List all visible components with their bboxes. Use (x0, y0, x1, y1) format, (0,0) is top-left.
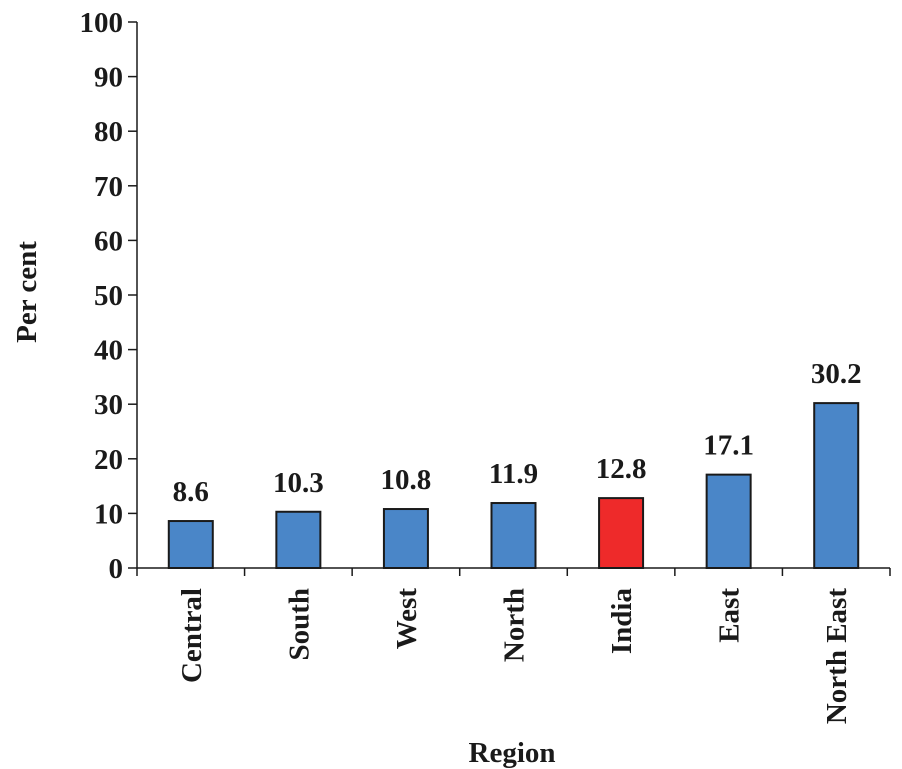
x-tick-label: East (714, 588, 746, 643)
x-tick-label: South (283, 588, 315, 661)
bar-india (598, 497, 645, 569)
bar-east (705, 473, 752, 569)
y-tick-label: 100 (80, 7, 124, 39)
y-tick-label: 20 (94, 444, 123, 476)
x-tick-label: North East (821, 588, 853, 724)
data-label: 11.9 (489, 458, 538, 490)
bar-central (167, 520, 214, 570)
y-axis: 0 10 20 30 40 50 60 70 80 90 100 (80, 7, 138, 585)
y-tick-label: 30 (94, 389, 123, 421)
y-axis-title: Per cent (11, 241, 43, 343)
y-tick-label: 90 (94, 62, 123, 94)
y-tick-label: 40 (94, 335, 123, 367)
y-tick-label: 80 (94, 116, 123, 148)
data-label: 17.1 (703, 430, 754, 462)
data-label: 8.6 (173, 476, 209, 508)
data-label: 10.3 (273, 467, 324, 499)
value-labels: 8.6 10.3 10.8 11.9 12.8 17.1 30.2 (173, 358, 862, 508)
bar-west (382, 508, 429, 570)
bars (167, 402, 860, 570)
y-tick-label: 10 (94, 498, 123, 530)
data-label: 30.2 (811, 358, 862, 390)
x-tick-label: North (499, 588, 531, 662)
x-axis (136, 567, 891, 576)
data-label: 12.8 (596, 453, 647, 485)
data-label: 10.8 (381, 464, 432, 496)
bar-north-east (813, 402, 860, 569)
x-tick-label: India (606, 588, 638, 655)
y-tick-label: 60 (94, 225, 123, 257)
bar-north (490, 502, 537, 569)
x-axis-title: Region (469, 737, 556, 769)
category-labels: Central South West North India East North East (176, 588, 853, 725)
x-tick-label: Central (176, 588, 208, 683)
y-tick-label: 0 (109, 553, 124, 585)
y-tick-label: 50 (94, 280, 123, 312)
x-tick-label: West (391, 588, 423, 650)
y-tick-label: 70 (94, 171, 123, 203)
bar-south (275, 510, 322, 569)
